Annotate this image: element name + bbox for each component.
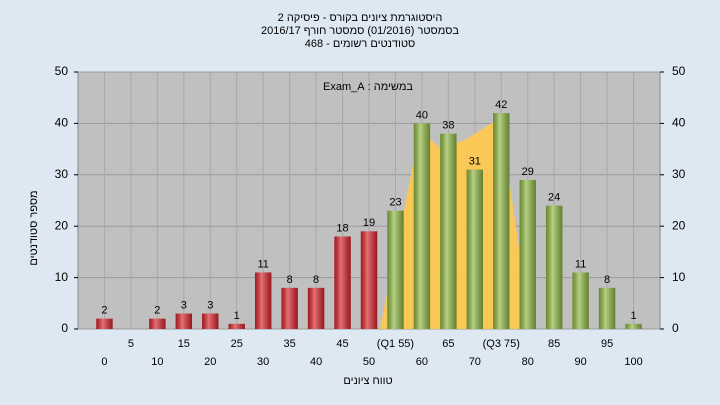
y-tick-label: 10 — [55, 270, 69, 284]
x-tick-label: 60 — [416, 356, 428, 368]
x-tick-label: 40 — [310, 356, 322, 368]
y-tick-label: 0 — [61, 321, 68, 335]
data-label: 8 — [287, 274, 293, 286]
data-label: 11 — [575, 258, 586, 270]
x-tick-label: 0 — [101, 356, 107, 368]
data-label: 19 — [363, 217, 375, 229]
y-tick-label: 50 — [55, 64, 69, 78]
y2-tick-label: 10 — [672, 270, 686, 284]
data-label: 3 — [181, 299, 187, 311]
x-tick-label: 45 — [336, 338, 348, 350]
bar-shade — [307, 287, 325, 329]
x-tick-label: 35 — [284, 338, 296, 350]
chart-title: היסטוגרמת ציונים בקורס - פיסיקה 2 — [278, 12, 443, 24]
bar-shade — [360, 231, 378, 329]
x-tick-label: 95 — [601, 338, 613, 350]
bar-shade — [175, 313, 193, 329]
data-label: 2 — [154, 305, 160, 317]
annotation: במשימה : Exam_A — [323, 81, 413, 93]
bar-shade — [387, 210, 404, 329]
x-tick-label: 20 — [204, 356, 216, 368]
data-label: 40 — [416, 109, 428, 121]
y2-tick-label: 40 — [672, 116, 686, 130]
y-tick-label: 40 — [55, 116, 69, 130]
data-label: 2 — [101, 305, 107, 317]
data-label: 11 — [257, 258, 268, 270]
bar-shade — [625, 323, 642, 329]
data-label: 3 — [207, 299, 213, 311]
bar-shade — [440, 133, 457, 329]
bar-shade — [202, 313, 219, 329]
x-tick-label: 25 — [231, 338, 243, 350]
x-tick-label: 15 — [178, 338, 190, 350]
y2-tick-label: 50 — [672, 64, 686, 78]
data-label: 42 — [495, 99, 507, 111]
data-label: 8 — [313, 274, 319, 286]
chart-subtitle: סטודנטים רשומים - 468 — [305, 38, 416, 50]
bar-shade — [413, 123, 431, 330]
y-tick-label: 30 — [55, 167, 69, 181]
bar-shade — [493, 113, 510, 330]
y2-tick-label: 0 — [672, 321, 679, 335]
data-label: 24 — [548, 192, 560, 204]
x-tick-label: 85 — [548, 338, 560, 350]
y2-tick-label: 30 — [672, 167, 686, 181]
y-tick-label: 20 — [55, 218, 69, 232]
bar-shade — [466, 169, 484, 329]
data-label: 1 — [630, 310, 636, 322]
x-tick-label: (Q1 55) — [377, 338, 414, 350]
x-tick-label: 10 — [151, 356, 163, 368]
bar-shade — [254, 272, 272, 329]
bar-shade — [545, 205, 563, 329]
bar-shade — [149, 318, 166, 329]
data-label: 18 — [336, 222, 348, 234]
data-label: 8 — [604, 274, 610, 286]
y-axis-label: מספר סטודנטים — [28, 190, 40, 265]
x-tick-label: 90 — [575, 356, 587, 368]
bar-shade — [334, 236, 351, 329]
x-tick-label: 30 — [257, 356, 269, 368]
data-label: 29 — [522, 166, 534, 178]
x-tick-label: (Q3 75) — [483, 338, 520, 350]
bar-shade — [572, 272, 589, 329]
chart-subtitle: בסמסטר (01/2016) סמסטר חורף 2016/17 — [261, 25, 459, 37]
bar-shade — [96, 318, 113, 329]
data-label: 23 — [389, 197, 401, 209]
x-tick-label: 50 — [363, 356, 375, 368]
bar-shade — [228, 323, 245, 329]
x-tick-label: 5 — [128, 338, 134, 350]
x-tick-label: 100 — [624, 356, 642, 368]
x-tick-label: 80 — [522, 356, 534, 368]
bar-shade — [598, 287, 616, 329]
data-label: 1 — [234, 310, 240, 322]
y2-tick-label: 20 — [672, 218, 686, 232]
data-label: 31 — [469, 156, 481, 168]
bar-shade — [519, 179, 536, 329]
x-axis-label: טווח ציונים — [343, 375, 392, 387]
x-tick-label: 65 — [442, 338, 454, 350]
bar-shade — [281, 287, 298, 329]
x-tick-label: 70 — [469, 356, 481, 368]
data-label: 38 — [442, 120, 454, 132]
